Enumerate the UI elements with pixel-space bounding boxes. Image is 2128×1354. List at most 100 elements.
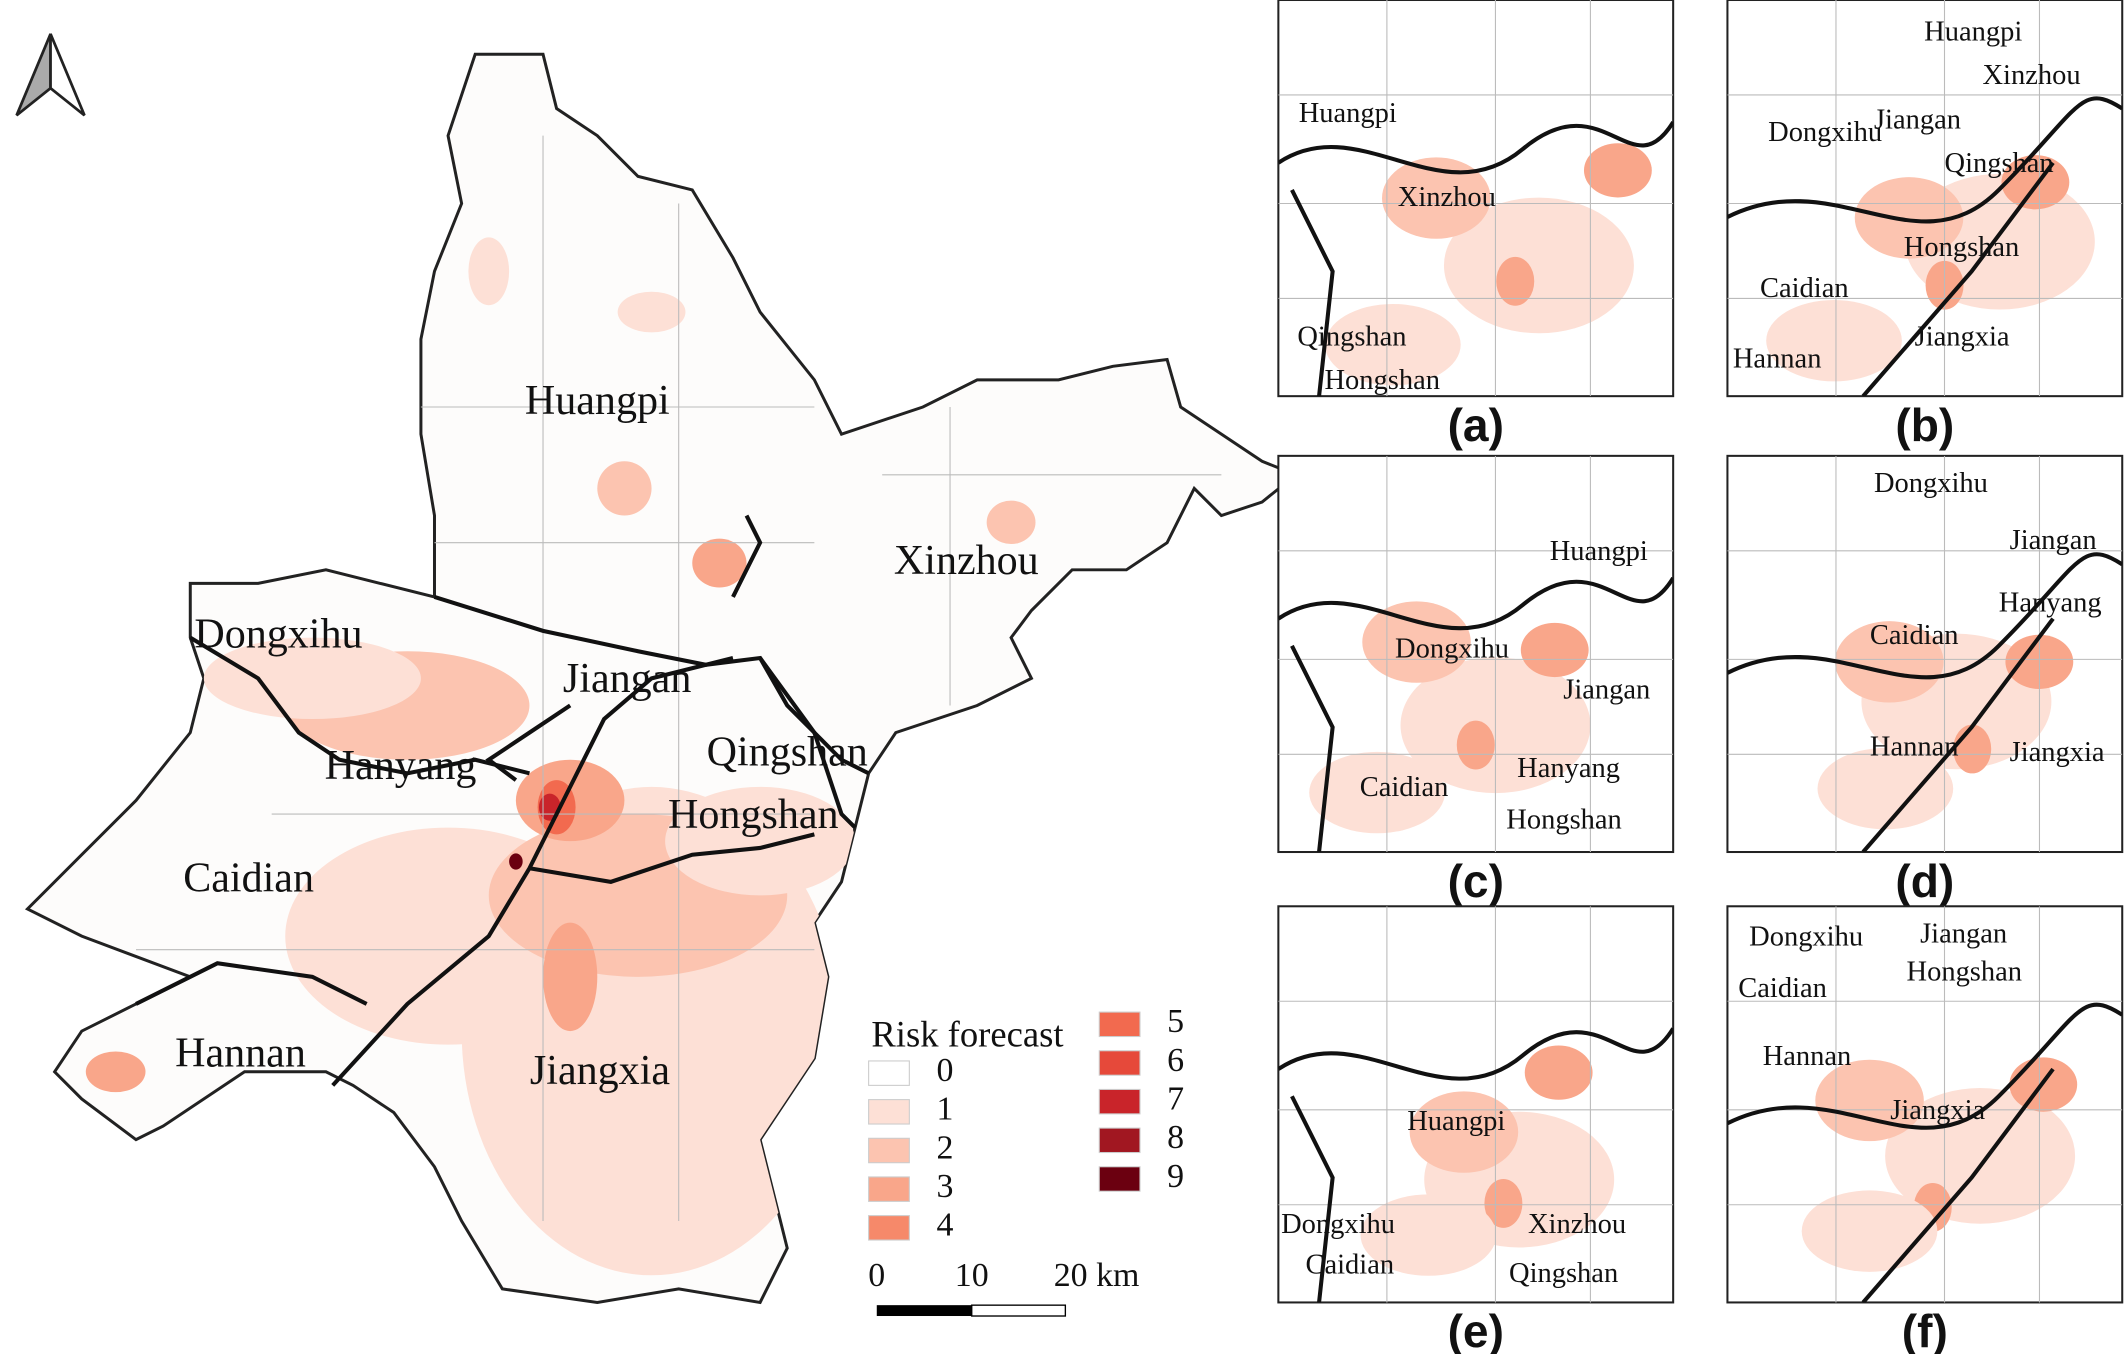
panel-district-label: Dongxihu: [1395, 634, 1509, 665]
risk-patch: [1766, 299, 1902, 382]
parcel-grid: [1278, 906, 1674, 1303]
risk-patch: [1854, 177, 1964, 259]
panel-district-label: Caidian: [1305, 1250, 1394, 1281]
panel-caption: (f): [1902, 1305, 1948, 1354]
risk-patch: [1801, 1190, 1938, 1272]
scale-bar: 0 10 20 km: [868, 1257, 1140, 1317]
risk-patch: [1443, 197, 1634, 334]
panel-map: [1727, 906, 2123, 1303]
panel-district-label: Hongshan: [1904, 232, 2020, 263]
risk-patch: [1496, 256, 1535, 306]
panel-district-label: Hannan: [1870, 731, 1959, 762]
panel-district-label: Hanyang: [1517, 753, 1620, 784]
district-boundary: [1727, 552, 2123, 853]
risk-patch: [1520, 622, 1589, 678]
legend-swatch: [1098, 1011, 1141, 1038]
district-boundary: [1727, 1002, 2123, 1303]
scale-label: 20 km: [1054, 1257, 1140, 1294]
risk-patch: [1360, 1194, 1497, 1276]
panel-district-label: Caidian: [1360, 772, 1449, 803]
legend-label: 8: [1167, 1119, 1184, 1156]
risk-patch: [1456, 720, 1495, 770]
legend-title: Risk forecast: [871, 1013, 1063, 1054]
panel-caption: (b): [1895, 399, 1954, 451]
district-boundary: [1727, 96, 2123, 397]
legend-swatch: [868, 1215, 910, 1241]
panel-district-label: Jiangxia: [1915, 322, 2010, 353]
district-label: Huangpi: [525, 378, 670, 424]
risk-patch: [1325, 303, 1461, 386]
risk-patch: [1484, 1178, 1523, 1228]
panel-district-label: Jiangan: [1874, 105, 1961, 136]
district-label: Jiangxia: [530, 1048, 670, 1094]
legend-label: 6: [1167, 1042, 1184, 1079]
risk-patch: [1815, 1059, 1924, 1142]
panel-map: [1727, 455, 2123, 853]
panel-district-label: Xinzhou: [1982, 60, 2080, 91]
district-label: Hongshan: [668, 792, 839, 838]
panel-district-label: Huangpi: [1299, 98, 1397, 129]
panel-district-label: Xinzhou: [1528, 1209, 1626, 1240]
legend-swatch: [868, 1137, 910, 1164]
inset-panel: Huangpi Dongxihu Xinzhou Caidian Qingshan(e): [1277, 905, 1675, 1354]
scale-segment: [876, 1305, 972, 1317]
panel-caption: (e): [1448, 1305, 1504, 1354]
risk-patch: [1309, 751, 1445, 834]
inset-panel: Dongxihu Jiangan Hanyang Caidian Hannan Jiang…: [1726, 454, 2124, 907]
panel-district-label: Qingshan: [1297, 322, 1406, 353]
legend-label: 5: [1167, 1003, 1184, 1040]
north-arrow: [15, 33, 86, 117]
district-boundary: [1278, 121, 1674, 397]
panel-map: [1278, 0, 1674, 397]
panel-district-label: Huangpi: [1924, 16, 2022, 47]
district-boundary: [1278, 1027, 1674, 1303]
risk-patch: [1817, 747, 1954, 830]
district-label: Hanyang: [325, 743, 477, 789]
legend-swatch: [1098, 1050, 1141, 1076]
panel-district-label: Dongxihu: [1768, 117, 1882, 148]
district-label: Jiangan: [563, 656, 691, 702]
panel-district-label: Dongxihu: [1281, 1209, 1395, 1240]
district-label: Qingshan: [707, 729, 868, 775]
panel-map: [1727, 0, 2123, 397]
panel-district-label: Hanyang: [1999, 588, 2102, 619]
legend-label: 3: [936, 1168, 953, 1205]
legend-swatch: [868, 1099, 910, 1125]
panel-district-label: Dongxihu: [1874, 468, 1988, 499]
legend-label: 0: [936, 1052, 953, 1089]
panel-district-label: Xinzhou: [1398, 182, 1496, 213]
panel-district-label: Hongshan: [1907, 957, 2023, 988]
panel-district-label: Qingshan: [1509, 1258, 1618, 1289]
parcel-grid: [1727, 906, 2123, 1303]
risk-patch: [1382, 157, 1491, 239]
legend-swatch: [1098, 1166, 1141, 1192]
legend-label: 9: [1167, 1158, 1184, 1195]
parcel-grid: [1727, 455, 2123, 853]
panel-district-label: Hongshan: [1324, 365, 1440, 396]
panel-district-label: Jiangan: [2010, 525, 2097, 556]
panel-caption: (d): [1895, 855, 1954, 907]
inset-panel: Huangpi Xinzhou Qingshan Hongshan (a): [1277, 0, 1675, 451]
risk-patch: [1835, 621, 1944, 703]
district-label: Dongxihu: [194, 611, 362, 657]
panel-district-label: Caidian: [1760, 273, 1849, 304]
parcel-grid: [1278, 0, 1674, 397]
panel-district-label: Jiangan: [1563, 674, 1650, 705]
district-label: Xinzhou: [894, 538, 1039, 584]
panel-caption: (a): [1448, 399, 1504, 451]
scale-label: 0: [868, 1257, 885, 1294]
inset-panel: Huangpi Dongxihu Jiangan Caidian Hanyang Hong…: [1277, 454, 1675, 907]
legend-swatch: [868, 1176, 910, 1202]
panel-district-label: Hannan: [1733, 343, 1822, 374]
district-boundary: [1278, 576, 1674, 853]
district-labels: Huangpi Xinzhou Dongxihu Jiangan Hanyang Qing…: [175, 378, 1039, 1094]
panel-district-label: Caidian: [1870, 620, 1959, 651]
district-label: Hannan: [175, 1031, 306, 1077]
legend-label: 4: [936, 1207, 953, 1244]
panel-map: [1278, 906, 1674, 1303]
inset-panel: Dongxihu Jiangan Caidian Hongshan Hannan Jian…: [1726, 905, 2124, 1354]
inset-panels: HuangpiXinzhouQingshanHongshan(a)Huangpi…: [1277, 0, 2124, 1354]
